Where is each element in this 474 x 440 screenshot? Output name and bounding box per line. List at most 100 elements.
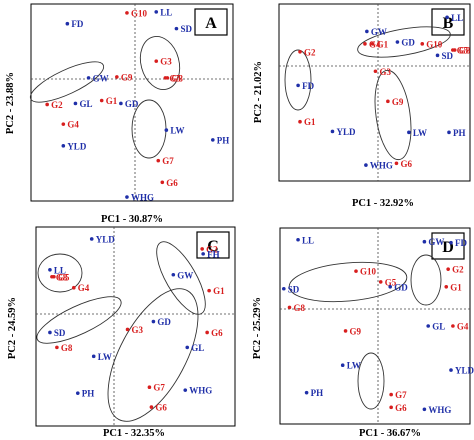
genotype-point	[165, 76, 170, 80]
genotype-point	[378, 280, 383, 284]
x-axis-label: PC1 - 32.92%	[352, 198, 414, 209]
trait-label: YLD	[96, 234, 116, 244]
cluster-ellipse	[29, 61, 105, 103]
genotype-point	[354, 269, 358, 273]
trait-label: YLD	[455, 366, 474, 376]
trait-point	[61, 144, 66, 148]
trait-point	[151, 319, 156, 324]
cluster-ellipse	[284, 49, 312, 111]
genotype-point	[451, 324, 455, 328]
trait-point	[435, 53, 440, 58]
trait-point	[65, 21, 70, 26]
cluster-ellipse	[156, 241, 206, 315]
trait-label: WHG	[370, 161, 393, 171]
panel-label: A	[205, 15, 217, 32]
genotype-point	[420, 42, 425, 46]
trait-label: FD	[302, 81, 314, 91]
trait-point	[48, 267, 52, 272]
trait-point	[119, 101, 123, 106]
trait-label: LW	[170, 126, 184, 136]
y-axis-label: PC2 - 23.88%	[5, 72, 16, 134]
trait-label: WHG	[428, 405, 451, 415]
trait-point	[422, 407, 427, 412]
genotype-label: G4	[457, 322, 469, 332]
genotype-point	[205, 330, 209, 335]
genotype-label: G1	[106, 96, 118, 106]
genotype-label: G1	[304, 117, 316, 127]
trait-label: GW	[93, 73, 109, 83]
x-axis-label: PC1 - 30.87%	[101, 214, 163, 225]
trait-point	[164, 128, 169, 132]
trait-label: PH	[311, 388, 324, 398]
trait-label: PH	[217, 135, 230, 145]
trait-point	[125, 195, 129, 199]
genotype-label: G2	[51, 100, 63, 110]
trait-label: LL	[54, 265, 66, 275]
y-axis-label: PC2 - 24.59%	[7, 297, 18, 359]
genotype-label: G2	[304, 47, 316, 57]
genotype-label: G8	[459, 46, 471, 56]
genotype-label: G10	[131, 8, 148, 18]
genotype-label: G4	[67, 120, 79, 130]
x-axis-label: PC1 - 32.35%	[103, 428, 165, 439]
genotype-point	[154, 59, 159, 63]
panel-label: D	[442, 239, 454, 256]
trait-label: GL	[79, 99, 92, 109]
panel-frame	[35, 226, 236, 427]
genotype-point	[72, 285, 76, 290]
y-axis-label: PC2 - 21.02%	[253, 61, 264, 123]
trait-label: PH	[82, 389, 95, 399]
trait-point	[48, 330, 52, 335]
genotype-point	[373, 69, 378, 74]
genotype-point	[389, 405, 393, 410]
trait-point	[73, 101, 78, 106]
genotype-point	[55, 345, 59, 350]
panel-label-box	[194, 8, 228, 36]
cluster-ellipse	[357, 352, 385, 410]
genotype-label: G2	[206, 244, 218, 254]
panel-frame	[279, 227, 471, 425]
panel-label: B	[443, 15, 454, 32]
trait-label: SD	[180, 24, 192, 34]
genotype-label: G2	[452, 265, 464, 275]
trait-label: GW	[428, 237, 444, 247]
trait-label: PH	[453, 128, 466, 138]
trait-label: SD	[288, 284, 300, 294]
cluster-ellipse	[357, 26, 451, 58]
genotype-label: G6	[155, 403, 167, 413]
trait-point	[365, 29, 369, 34]
genotype-label: G4	[369, 39, 381, 49]
genotype-point	[200, 247, 204, 251]
genotype-label: G5	[58, 272, 70, 282]
genotype-label: G8	[61, 343, 73, 353]
trait-label: GW	[177, 270, 193, 280]
trait-point	[201, 252, 205, 256]
cluster-ellipse	[288, 261, 408, 303]
trait-point	[91, 354, 96, 359]
genotype-label: G1	[377, 39, 389, 49]
genotype-point	[386, 99, 390, 104]
genotype-point	[287, 305, 292, 310]
trait-point	[296, 237, 300, 242]
cluster-ellipse	[37, 253, 83, 293]
trait-point	[304, 390, 309, 395]
trait-point	[296, 83, 300, 88]
trait-point	[449, 240, 453, 245]
genotype-point	[147, 385, 152, 389]
cluster-ellipse	[410, 254, 442, 306]
genotype-point	[149, 405, 154, 409]
trait-point	[185, 345, 190, 350]
genotype-label: G8	[294, 303, 306, 313]
trait-point	[364, 163, 368, 167]
trait-label: FD	[71, 19, 83, 29]
y-axis-label: PC2 - 25.29%	[252, 297, 263, 359]
genotype-label: G7	[162, 156, 174, 166]
trait-point	[89, 237, 94, 241]
trait-label: GD	[394, 282, 408, 292]
trait-label: FD	[455, 238, 467, 248]
genotype-label: G1	[450, 282, 462, 292]
genotype-point	[156, 158, 161, 163]
trait-label: SD	[54, 328, 66, 338]
